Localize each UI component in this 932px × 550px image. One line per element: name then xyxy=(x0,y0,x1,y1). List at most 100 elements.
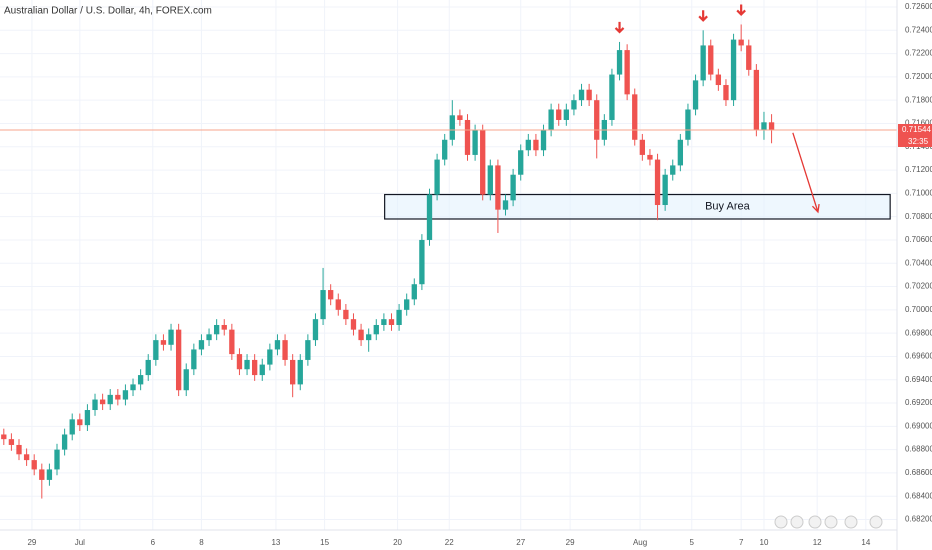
y-tick-label: 0.68200 xyxy=(905,515,932,524)
candle-body xyxy=(464,119,471,155)
buy-zone xyxy=(384,193,891,220)
candle-body xyxy=(632,94,638,140)
candle-body xyxy=(708,45,714,75)
candle-body xyxy=(305,340,311,360)
candle-body xyxy=(677,139,684,166)
x-tick-label: 29 xyxy=(27,538,36,547)
candle-body xyxy=(533,139,539,151)
candle-body xyxy=(320,290,326,320)
candle-body xyxy=(350,319,357,330)
candle-body xyxy=(578,89,585,101)
event-icon xyxy=(869,515,883,529)
candle-body xyxy=(404,299,410,310)
candle-body xyxy=(670,165,676,175)
event-icon xyxy=(790,515,804,529)
x-tick-label: 22 xyxy=(445,538,454,547)
candle-body xyxy=(746,45,752,70)
candle-body xyxy=(69,419,75,435)
candle-body xyxy=(730,39,737,101)
y-tick-label: 0.70600 xyxy=(905,235,932,244)
peak-arrow xyxy=(614,21,625,34)
candle-body xyxy=(472,130,478,155)
candle-body xyxy=(8,439,15,445)
candle-body xyxy=(761,122,767,131)
candle-body xyxy=(457,115,463,120)
candle-body xyxy=(122,390,129,400)
candle-body xyxy=(328,290,334,300)
candle-body xyxy=(153,340,159,360)
y-tick-label: 0.71200 xyxy=(905,165,932,174)
candle-body xyxy=(99,399,106,405)
candle-body xyxy=(366,334,372,341)
candles xyxy=(1,24,775,499)
candle-body xyxy=(518,150,524,175)
candle-body xyxy=(388,319,395,325)
candle-body xyxy=(175,329,182,391)
candle-body xyxy=(267,349,273,365)
y-tick-label: 0.70400 xyxy=(905,258,932,267)
x-tick-label: 20 xyxy=(393,538,402,547)
candle-body xyxy=(480,130,486,195)
candle-body xyxy=(540,130,547,151)
candle-body xyxy=(77,419,83,426)
y-tick-label: 0.68600 xyxy=(905,468,932,477)
candle-body xyxy=(495,165,501,210)
candle-body xyxy=(753,69,760,131)
candle-body xyxy=(259,364,265,376)
event-icon xyxy=(774,515,788,529)
y-tick-label: 0.69400 xyxy=(905,375,932,384)
y-tick-label: 0.69600 xyxy=(905,352,932,361)
candle-body xyxy=(198,340,205,350)
candle-body xyxy=(700,45,706,81)
candle-body xyxy=(639,139,646,155)
candle-body xyxy=(297,359,303,385)
candle-body xyxy=(1,434,7,440)
candle-body xyxy=(229,329,235,355)
candle-body xyxy=(31,460,37,470)
overlay xyxy=(0,4,897,214)
candle-body xyxy=(594,100,600,140)
candle-body xyxy=(335,299,341,310)
candle-body xyxy=(654,159,661,206)
candle-body xyxy=(692,80,699,110)
candle-body xyxy=(92,399,98,411)
x-tick-label: 6 xyxy=(151,538,156,547)
candle-body xyxy=(191,349,197,370)
candle-body xyxy=(411,284,417,300)
candle-body xyxy=(282,340,288,360)
candle-body xyxy=(183,369,189,391)
candle-body xyxy=(61,434,68,450)
candle-body xyxy=(145,359,151,376)
candle-body xyxy=(563,109,569,120)
candle-body xyxy=(290,359,296,385)
peak-arrow xyxy=(736,4,746,17)
x-tick-label: 27 xyxy=(516,538,525,547)
candle-body xyxy=(160,340,167,345)
candle-body xyxy=(358,329,364,341)
event-icon xyxy=(824,515,838,529)
candle-body xyxy=(343,309,349,320)
countdown-box xyxy=(898,135,932,147)
candle-body xyxy=(609,74,615,120)
zone-label: Buy Area xyxy=(705,201,751,213)
x-tick-label: Jul xyxy=(75,538,85,547)
x-tick-label: 13 xyxy=(271,538,280,547)
candle-body xyxy=(274,340,281,350)
y-tick-label: 0.69800 xyxy=(905,328,932,337)
x-tick-label: 10 xyxy=(760,538,769,547)
countdown-label: 32:35 xyxy=(908,137,929,146)
y-tick-label: 0.71600 xyxy=(905,119,932,128)
candle-body xyxy=(115,394,121,400)
x-tick-label: 8 xyxy=(199,538,204,547)
candle-body xyxy=(206,334,212,341)
candle-body xyxy=(84,410,91,426)
x-tick-label: 12 xyxy=(813,538,822,547)
candle-body xyxy=(16,444,22,455)
candle-body xyxy=(373,324,379,335)
candle-body xyxy=(381,319,387,325)
candle-body xyxy=(442,139,448,160)
candle-body xyxy=(434,159,440,195)
